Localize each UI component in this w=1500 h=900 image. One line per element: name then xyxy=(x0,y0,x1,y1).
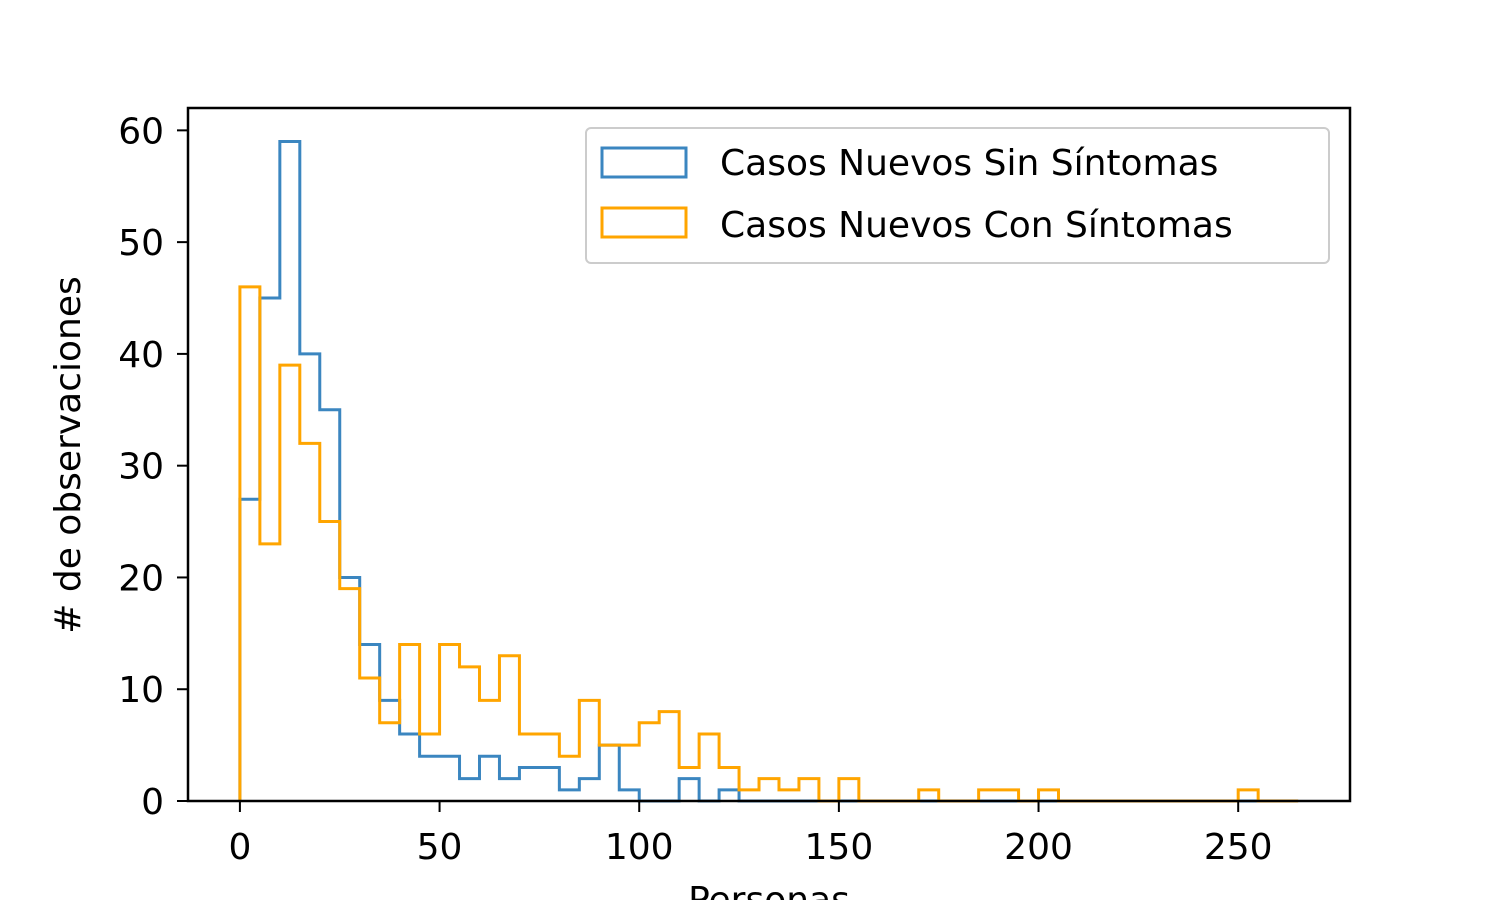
y-tick-label: 20 xyxy=(118,558,164,599)
y-tick-label: 60 xyxy=(118,111,164,152)
x-tick-label: 100 xyxy=(605,827,674,868)
x-tick-label: 50 xyxy=(417,827,463,868)
x-tick-label: 200 xyxy=(1004,827,1073,868)
legend-label-con-sintomas: Casos Nuevos Con Síntomas xyxy=(720,205,1233,246)
series-casos-nuevos-con-sintomas-step xyxy=(238,285,1299,803)
y-tick-label: 0 xyxy=(141,782,164,823)
y-axis-label: # de observaciones xyxy=(48,276,89,634)
x-axis: 0 50 100 150 200 250 xyxy=(228,801,1273,868)
x-tick-label: 0 xyxy=(228,827,251,868)
legend-label-sin-sintomas: Casos Nuevos Sin Síntomas xyxy=(720,143,1218,184)
plot-frame xyxy=(186,106,1352,803)
y-axis: 0 10 20 30 40 50 60 xyxy=(118,111,188,823)
legend-box xyxy=(585,127,1330,264)
legend-swatch-sin-sintomas xyxy=(600,146,688,179)
y-tick-label: 50 xyxy=(118,223,164,264)
y-tick-label: 10 xyxy=(118,670,164,711)
y-tick-label: 30 xyxy=(118,447,164,488)
y-tick-label: 40 xyxy=(118,335,164,376)
legend: Casos Nuevos Sin Síntomas Casos Nuevos C… xyxy=(585,127,1330,264)
x-tick-label: 150 xyxy=(805,827,874,868)
x-axis-label: Personas xyxy=(688,880,850,900)
legend-swatch-con-sintomas xyxy=(600,206,688,239)
x-tick-label: 250 xyxy=(1204,827,1273,868)
